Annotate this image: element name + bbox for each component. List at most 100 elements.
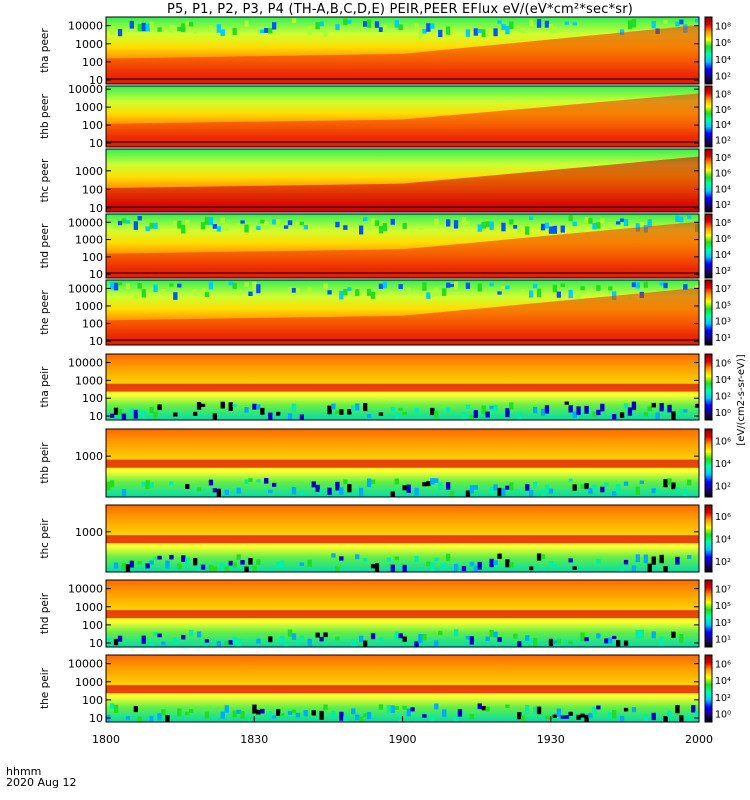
flux-speckle [434, 287, 439, 296]
flux-speckle [521, 715, 526, 722]
flux-speckle [236, 290, 241, 295]
flux-speckle [469, 485, 474, 494]
flux-speckle [343, 225, 348, 230]
flux-speckle [279, 636, 285, 644]
flux-speckle [299, 221, 304, 225]
flux-speckle [149, 560, 154, 565]
flux-speckle [252, 565, 257, 572]
flux-speckle [481, 405, 486, 415]
flux-speckle [236, 709, 241, 714]
flux-speckle [204, 711, 210, 719]
flux-speckle [402, 411, 407, 416]
flux-speckle [394, 556, 399, 561]
flux-speckle [378, 637, 384, 641]
flux-speckle [533, 406, 538, 414]
flux-speckle [200, 288, 206, 296]
flux-speckle [556, 291, 561, 298]
flux-speckle [623, 403, 629, 409]
colorbar-tick-label: 10² [715, 391, 731, 402]
flux-speckle [465, 490, 471, 497]
flux-speckle [366, 414, 372, 419]
flux-speckle [517, 641, 522, 647]
colorbar-tick-label: 10⁶ [715, 169, 731, 180]
flux-speckle [378, 27, 384, 32]
flux-speckle [252, 281, 257, 291]
y-tick-label: 10000 [68, 83, 103, 96]
flux-speckle [687, 716, 692, 722]
flux-speckle [149, 22, 154, 28]
flux-speckle [240, 560, 245, 565]
flux-speckle [311, 25, 316, 30]
spectrogram-the-peir [106, 655, 699, 722]
flux-speckle [378, 412, 384, 416]
flux-speckle [287, 287, 293, 292]
flux-speckle [647, 406, 652, 412]
flux-speckle [619, 29, 625, 36]
flux-speckle [279, 713, 285, 717]
colorbar-tick-label: 10³ [715, 618, 731, 629]
flux-speckle [398, 24, 403, 31]
flux-speckle [430, 290, 435, 297]
flux-speckle [157, 713, 162, 721]
flux-speckle [623, 640, 629, 646]
flux-speckle [106, 638, 111, 642]
colorbar [704, 579, 713, 648]
flux-speckle [426, 292, 431, 299]
flux-speckle [544, 484, 550, 490]
flux-speckle [129, 20, 134, 29]
flux-speckle [525, 484, 530, 491]
flux-speckle [663, 282, 668, 289]
flux-speckle [580, 286, 585, 291]
flux-speckle [442, 563, 447, 569]
y-tick-label: 100 [82, 251, 103, 264]
flux-speckle [153, 222, 158, 229]
flux-speckle [627, 407, 633, 416]
flux-speckle [125, 564, 131, 572]
flux-speckle [110, 703, 115, 709]
flux-speckle [141, 289, 146, 298]
flux-speckle [291, 709, 297, 714]
y-tick-label: 10 [89, 74, 103, 87]
flux-speckle [402, 636, 407, 642]
flux-speckle [299, 562, 304, 566]
flux-speckle [505, 704, 510, 709]
flux-speckle [497, 291, 502, 295]
flux-speckle [224, 566, 229, 572]
flux-speckle [196, 564, 202, 571]
flux-speckle [315, 22, 320, 30]
flux-speckle [363, 217, 368, 222]
flux-speckle [363, 640, 368, 647]
flux-speckle [643, 554, 648, 564]
flux-speckle [521, 289, 526, 293]
flux-speckle [533, 637, 538, 647]
flux-speckle [228, 281, 233, 286]
flux-speckle [343, 715, 348, 722]
flux-speckle [382, 24, 387, 33]
panel-frame [105, 213, 700, 279]
flux-speckle [675, 215, 680, 222]
flux-speckle [110, 480, 115, 488]
colorbar-units-label: [eV/(cm2-s-sr-eV)] [736, 354, 747, 445]
flux-speckle [370, 218, 376, 226]
flux-speckle [323, 704, 328, 710]
flux-speckle [189, 630, 194, 637]
flux-speckle [548, 24, 554, 33]
flux-speckle [414, 641, 419, 647]
flux-speckle [675, 556, 680, 565]
flux-speckle [129, 408, 134, 413]
flux-speckle [643, 412, 648, 417]
flux-speckle [236, 638, 241, 647]
flux-speckle [600, 403, 605, 412]
flux-speckle [473, 565, 478, 572]
flux-speckle [165, 560, 170, 569]
flux-speckle [177, 26, 182, 32]
flux-speckle [422, 714, 427, 718]
colorbar-tick-label: 10⁶ [715, 234, 731, 245]
flux-speckle [394, 478, 399, 485]
flux-speckle [584, 217, 589, 223]
flux-speckle [529, 566, 534, 571]
flux-speckle [687, 555, 692, 559]
flux-speckle [141, 22, 146, 32]
flux-speckle [588, 488, 593, 494]
flux-speckle [113, 407, 119, 415]
